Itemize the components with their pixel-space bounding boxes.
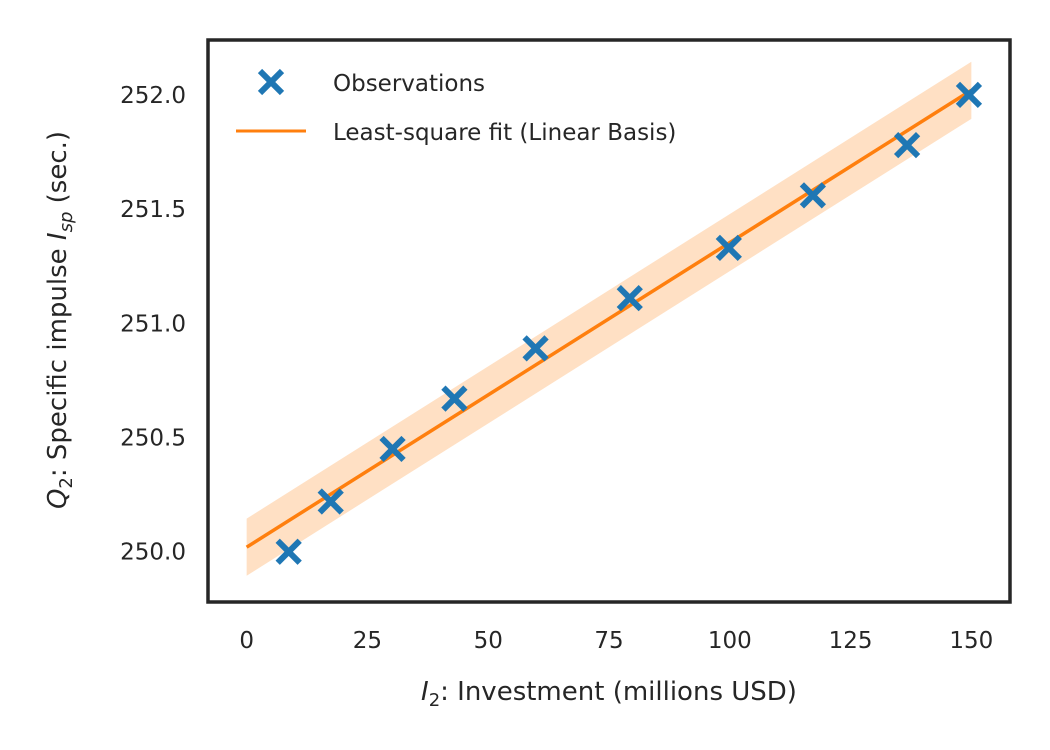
observation-point [616, 285, 643, 312]
y-tick-label-layer: 250.0 250.5 251.0 251.5 252.0 [120, 83, 186, 566]
observation-point [715, 234, 742, 262]
y-axis-label-text: : Specific impulse [43, 240, 73, 477]
x-tick-label-layer: 0 25 50 75 100 125 150 [239, 628, 993, 654]
x-tick-label: 50 [474, 628, 503, 654]
observation-marker-layer [275, 81, 983, 565]
x-axis-label-text: : Investment (millions USD) [440, 677, 797, 707]
y-tick-label: 251.5 [120, 197, 186, 223]
y-tick-label: 250.5 [120, 426, 186, 452]
x-axis-label-subscript: 2 [429, 690, 440, 711]
x-tick-label: 25 [353, 628, 382, 654]
legend: Observations Least-square fit (Linear Ba… [236, 68, 676, 146]
x-tick-label: 125 [829, 628, 873, 654]
y-tick-label: 252.0 [120, 83, 186, 109]
x-tick-label: 150 [949, 628, 993, 654]
observation-point [522, 335, 549, 362]
y-axis-label-subscript-sp: sp [56, 212, 77, 233]
y-axis-label-unit: (sec.) [43, 131, 73, 212]
fit-line [245, 88, 973, 549]
y-tick-label: 251.0 [120, 311, 186, 337]
legend-observations-label: Observations [333, 71, 485, 97]
observation-point [317, 488, 344, 515]
legend-fit-label: Least-square fit (Linear Basis) [333, 120, 676, 146]
plot-frame [206, 38, 1012, 604]
legend-x-marker [257, 68, 285, 96]
observation-point [441, 385, 468, 412]
y-tick-label: 250.0 [120, 540, 186, 566]
y-axis-label-symbol-i: I [43, 232, 73, 240]
x-axis-label: I2: Investment (millions USD) [421, 677, 797, 711]
y-axis-label: Q2: Specific impulse Isp (sec.) [43, 131, 77, 509]
observation-point [275, 538, 302, 565]
fit-line-layer [245, 88, 973, 549]
x-tick-label: 0 [239, 628, 254, 654]
legend-observations-marker [257, 68, 285, 96]
observation-point [955, 81, 983, 108]
x-axis-label-symbol: I [421, 677, 429, 707]
y-axis-label-subscript-q: 2 [56, 477, 77, 488]
observation-point [799, 182, 827, 209]
x-tick-label: 100 [708, 628, 752, 654]
observation-point [379, 435, 406, 463]
y-axis-label-symbol-q: Q [43, 489, 73, 509]
x-tick-label: 75 [594, 628, 623, 654]
observation-point [893, 131, 921, 159]
